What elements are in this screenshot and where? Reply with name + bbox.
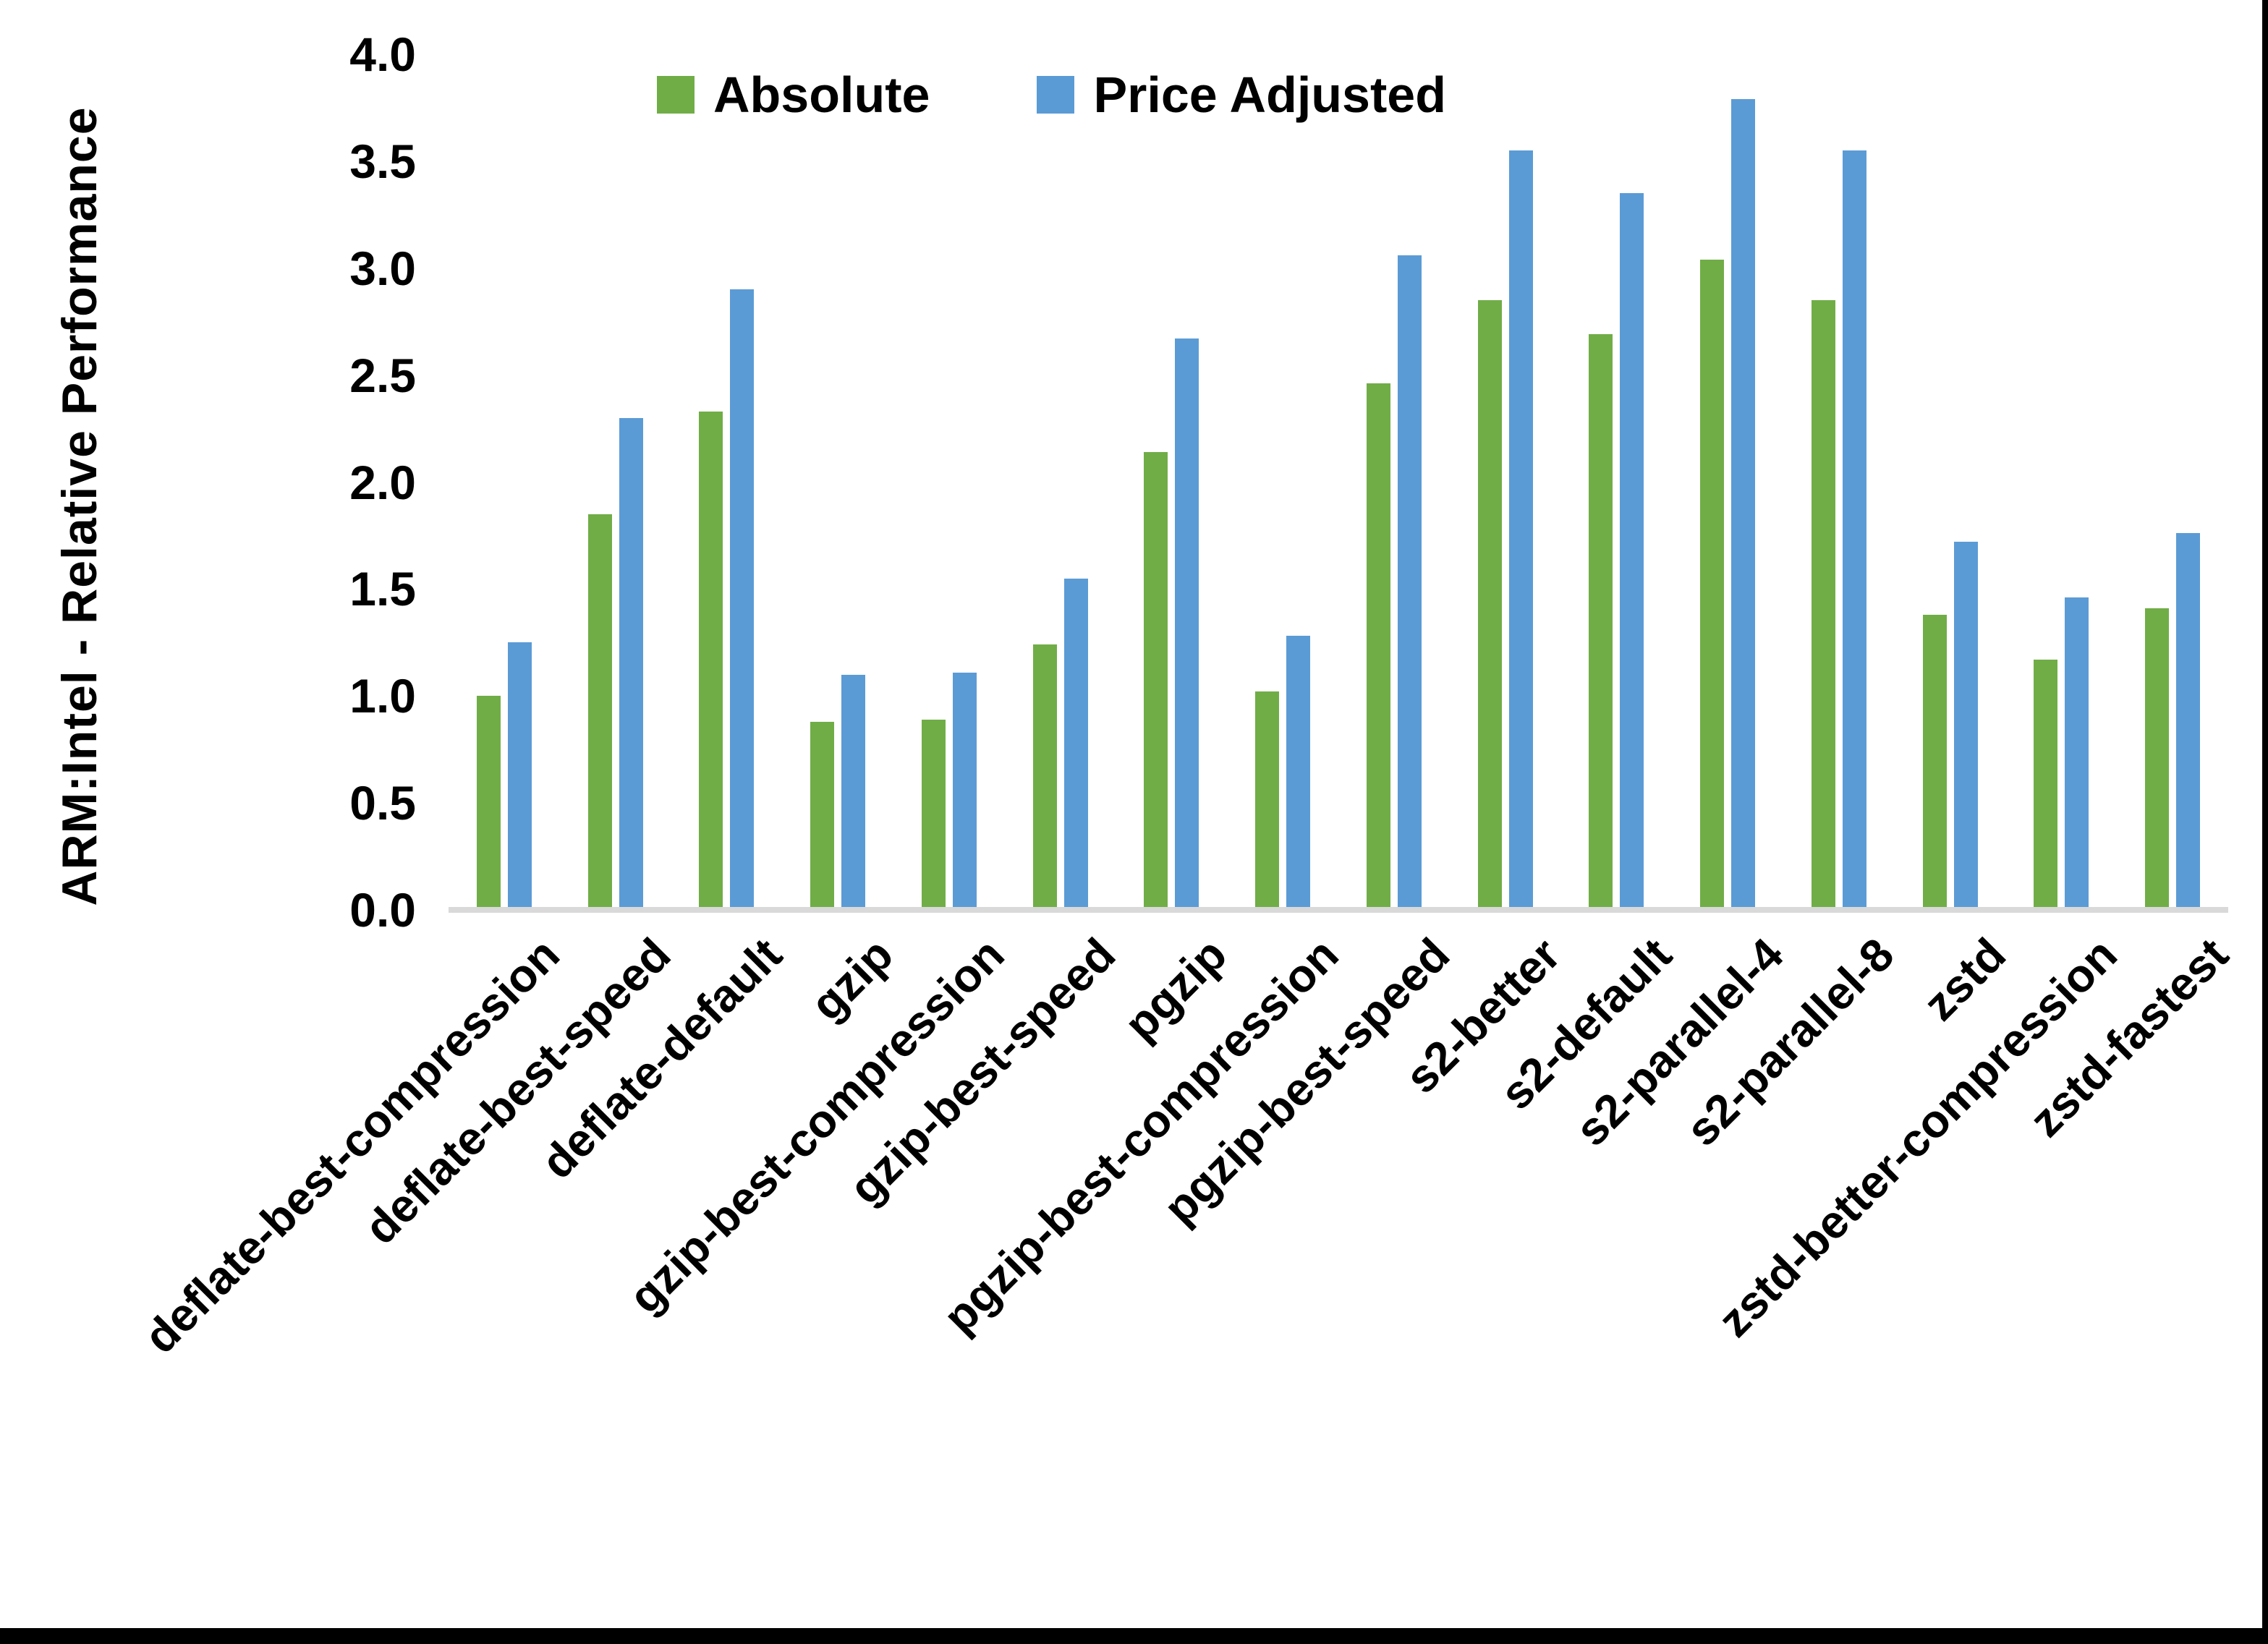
y-tick-label: 2.5 bbox=[349, 348, 416, 402]
bar-group-pgzip-best-compression bbox=[1227, 54, 1338, 910]
bar-absolute-zstd-fastest bbox=[2145, 608, 2170, 910]
legend-label-absolute: Absolute bbox=[713, 67, 930, 123]
bar-absolute-deflate-best-compression bbox=[476, 696, 501, 910]
y-tick-label: 2.0 bbox=[349, 455, 416, 509]
bar-price-adjusted-deflate-best-speed bbox=[619, 417, 643, 910]
bar-absolute-zstd bbox=[1922, 614, 1947, 910]
bar-group-zstd bbox=[1895, 54, 2006, 910]
bar-absolute-pgzip bbox=[1144, 452, 1168, 910]
y-tick-label: 4.0 bbox=[349, 27, 416, 81]
bar-price-adjusted-gzip-best-compression bbox=[952, 672, 977, 910]
legend: Absolute Price Adjusted bbox=[657, 69, 1446, 120]
legend-label-price-adjusted: Price Adjusted bbox=[1093, 67, 1446, 123]
bar-price-adjusted-s2-default bbox=[1620, 193, 1644, 910]
bar-group-deflate-best-speed bbox=[560, 54, 671, 910]
bar-price-adjusted-s2-parallel-4 bbox=[1731, 99, 1756, 910]
bar-price-adjusted-gzip bbox=[841, 674, 866, 910]
bar-price-adjusted-deflate-default bbox=[730, 289, 755, 910]
x-category-label-zstd: zstd bbox=[1913, 928, 2016, 1031]
bar-group-gzip-best-compression bbox=[893, 54, 1005, 910]
bar-group-s2-default bbox=[1561, 54, 1673, 910]
x-category-label-gzip: gzip bbox=[800, 928, 904, 1031]
bar-absolute-gzip-best-compression bbox=[921, 719, 946, 910]
bar-group-gzip bbox=[782, 54, 893, 910]
bar-group-s2-better bbox=[1450, 54, 1561, 910]
frame-right-border bbox=[2262, 0, 2268, 1644]
bar-group-deflate-best-compression bbox=[449, 54, 560, 910]
bar-group-gzip-best-speed bbox=[1005, 54, 1116, 910]
legend-swatch-price-adjusted bbox=[1037, 76, 1075, 114]
bar-group-s2-parallel-4 bbox=[1672, 54, 1783, 910]
y-tick-label: 1.5 bbox=[349, 562, 416, 616]
bar-absolute-pgzip-best-speed bbox=[1366, 383, 1390, 910]
x-axis-line bbox=[449, 907, 2228, 913]
bar-price-adjusted-zstd-better-compression bbox=[2065, 597, 2089, 910]
bar-group-zstd-better-compression bbox=[2006, 54, 2118, 910]
bar-absolute-zstd-better-compression bbox=[2034, 659, 2058, 910]
y-tick-label: 0.0 bbox=[349, 883, 416, 937]
y-axis-title: ARM:Intel - Relative Performance bbox=[52, 106, 107, 906]
y-tick-label: 0.5 bbox=[349, 776, 416, 830]
y-tick-label: 3.5 bbox=[349, 134, 416, 188]
bar-absolute-s2-better bbox=[1477, 300, 1502, 910]
bar-absolute-deflate-best-speed bbox=[587, 514, 612, 910]
bar-group-pgzip bbox=[1116, 54, 1228, 910]
legend-swatch-absolute bbox=[657, 76, 695, 114]
bar-group-zstd-fastest bbox=[2117, 54, 2228, 910]
y-tick-label: 3.0 bbox=[349, 241, 416, 295]
bar-price-adjusted-zstd bbox=[1953, 542, 1978, 910]
bar-absolute-s2-default bbox=[1589, 334, 1613, 910]
bar-absolute-s2-parallel-4 bbox=[1700, 259, 1725, 910]
bar-group-deflate-default bbox=[671, 54, 783, 910]
bar-absolute-deflate-default bbox=[699, 411, 723, 910]
bar-price-adjusted-deflate-best-compression bbox=[507, 642, 532, 910]
y-tick-label: 1.0 bbox=[349, 669, 416, 723]
bar-absolute-gzip bbox=[810, 721, 835, 910]
bar-price-adjusted-s2-parallel-8 bbox=[1842, 150, 1866, 910]
bar-price-adjusted-zstd-fastest bbox=[2176, 533, 2201, 910]
bar-absolute-pgzip-best-compression bbox=[1255, 691, 1280, 910]
bar-absolute-gzip-best-speed bbox=[1032, 644, 1057, 910]
bar-group-pgzip-best-speed bbox=[1338, 54, 1450, 910]
bar-price-adjusted-pgzip bbox=[1175, 338, 1199, 910]
frame-bottom-border bbox=[0, 1628, 2268, 1644]
bar-price-adjusted-pgzip-best-compression bbox=[1286, 636, 1311, 910]
x-category-label-deflate-best-compression: deflate-best-compression bbox=[134, 928, 569, 1363]
bar-price-adjusted-pgzip-best-speed bbox=[1397, 255, 1422, 910]
bar-price-adjusted-s2-better bbox=[1508, 150, 1533, 910]
bar-group-s2-parallel-8 bbox=[1783, 54, 1895, 910]
bar-absolute-s2-parallel-8 bbox=[1811, 300, 1835, 910]
plot-area bbox=[449, 54, 2228, 910]
bar-price-adjusted-gzip-best-speed bbox=[1063, 578, 1088, 910]
